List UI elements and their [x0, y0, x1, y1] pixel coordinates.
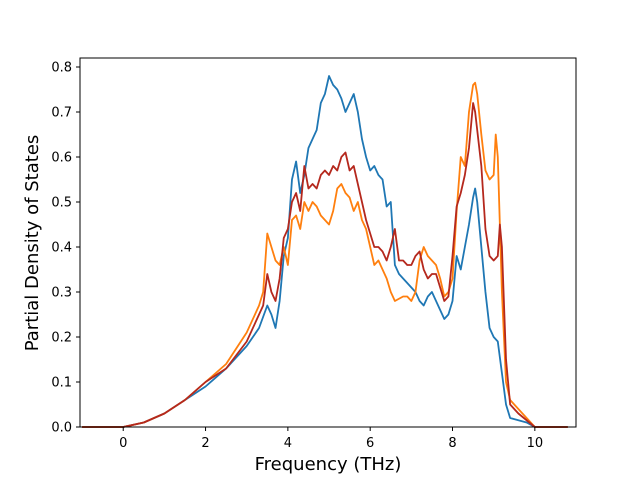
y-tick-label: 0.3 [51, 286, 72, 301]
x-axis-title: Frequency (THz) [255, 454, 402, 475]
x-tick-label: 10 [527, 436, 544, 451]
x-tick-label: 6 [366, 436, 374, 451]
x-tick-label: 4 [284, 436, 292, 451]
y-tick-label: 0.2 [51, 331, 72, 346]
y-tick-label: 0.0 [51, 421, 72, 436]
y-tick-label: 0.4 [51, 241, 72, 256]
x-tick-label: 8 [448, 436, 456, 451]
y-axis-title: Partial Density of States [22, 135, 43, 352]
series-line-3 [82, 102, 568, 428]
plot-frame [79, 57, 577, 428]
y-tick-label: 0.7 [51, 106, 72, 121]
y-tick-label: 0.1 [51, 376, 72, 391]
x-tick-label: 2 [201, 436, 209, 451]
series-line-1 [82, 75, 568, 428]
y-tick-label: 0.6 [51, 151, 72, 166]
x-axis-ticks: 0 2 4 6 8 10 [119, 427, 543, 451]
x-tick-label: 0 [119, 436, 127, 451]
y-tick-label: 0.5 [51, 196, 72, 211]
series-line-2 [82, 81, 568, 428]
series-layer [82, 75, 568, 428]
y-axis-ticks: 0.0 0.1 0.2 0.3 0.4 0.5 0.6 0.7 0.8 [51, 61, 80, 436]
y-tick-label: 0.8 [51, 61, 72, 76]
